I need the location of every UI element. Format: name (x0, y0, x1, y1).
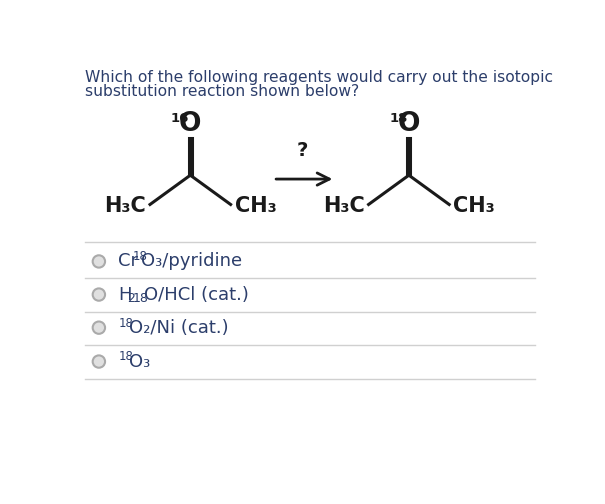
Text: substitution reaction shown below?: substitution reaction shown below? (85, 84, 359, 99)
Text: O₃/pyridine: O₃/pyridine (142, 253, 243, 271)
Text: 18: 18 (390, 112, 408, 124)
Text: 18: 18 (118, 350, 133, 363)
Text: O₃: O₃ (129, 353, 151, 370)
Circle shape (93, 355, 105, 368)
Text: O/HCl (cat.): O/HCl (cat.) (144, 286, 249, 303)
Text: 18: 18 (118, 317, 133, 330)
Text: O: O (397, 111, 420, 138)
Circle shape (93, 256, 105, 268)
Text: ?: ? (296, 141, 307, 160)
Text: 2: 2 (127, 292, 135, 305)
Text: 16: 16 (171, 112, 189, 124)
Text: CH₃: CH₃ (235, 196, 276, 216)
Text: Which of the following reagents would carry out the isotopic: Which of the following reagents would ca… (85, 70, 553, 85)
Text: O₂/Ni (cat.): O₂/Ni (cat.) (129, 319, 229, 337)
Text: H: H (118, 286, 132, 303)
Text: O: O (179, 111, 201, 138)
Text: 18: 18 (132, 292, 148, 305)
Text: CH₃: CH₃ (453, 196, 495, 216)
Text: H₃C: H₃C (105, 196, 146, 216)
Circle shape (93, 288, 105, 301)
Text: 18: 18 (133, 250, 148, 263)
Text: H₃C: H₃C (323, 196, 365, 216)
Text: Cr: Cr (118, 253, 139, 271)
Circle shape (93, 322, 105, 334)
